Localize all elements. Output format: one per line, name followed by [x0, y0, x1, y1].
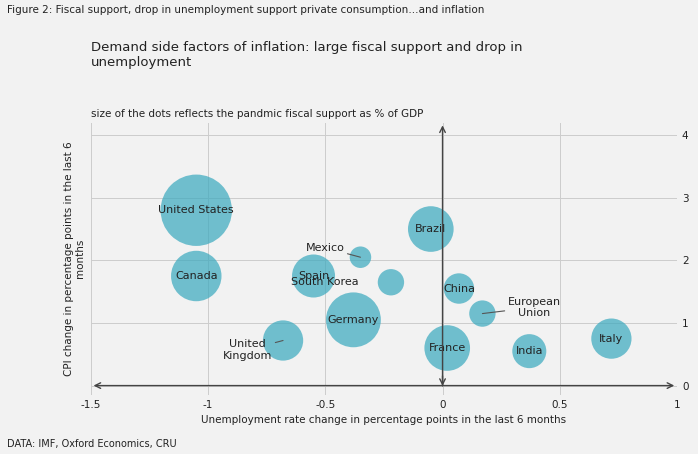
Point — [308, 272, 319, 280]
Point — [355, 254, 366, 261]
Text: India: India — [516, 346, 543, 356]
Text: South Korea: South Korea — [292, 277, 359, 287]
Point — [454, 285, 465, 292]
Text: European
Union: European Union — [482, 296, 560, 318]
Y-axis label: CPI change in percentage points in the last 6
months: CPI change in percentage points in the l… — [64, 142, 85, 376]
Point — [442, 345, 453, 352]
X-axis label: Unemployment rate change in percentage points in the last 6 months: Unemployment rate change in percentage p… — [201, 415, 567, 425]
Text: Italy: Italy — [600, 334, 623, 344]
Text: United
Kingdom: United Kingdom — [223, 339, 283, 360]
Point — [524, 347, 535, 355]
Point — [191, 272, 202, 280]
Text: Canada: Canada — [175, 271, 218, 281]
Text: Spain: Spain — [298, 271, 329, 281]
Point — [278, 337, 289, 344]
Text: Mexico: Mexico — [306, 243, 360, 257]
Text: France: France — [429, 343, 466, 353]
Text: Brazil: Brazil — [415, 224, 447, 234]
Text: DATA: IMF, Oxford Economics, CRU: DATA: IMF, Oxford Economics, CRU — [7, 439, 177, 449]
Text: China: China — [443, 284, 475, 294]
Text: size of the dots reflects the pandmic fiscal support as % of GDP: size of the dots reflects the pandmic fi… — [91, 109, 423, 119]
Point — [191, 207, 202, 214]
Text: Figure 2: Fiscal support, drop in unemployment support private consumption…and i: Figure 2: Fiscal support, drop in unempl… — [7, 5, 484, 15]
Point — [385, 279, 396, 286]
Point — [348, 316, 359, 323]
Text: Demand side factors of inflation: large fiscal support and drop in
unemployment: Demand side factors of inflation: large … — [91, 41, 522, 69]
Text: United States: United States — [158, 205, 234, 215]
Point — [425, 225, 436, 232]
Point — [477, 310, 488, 317]
Text: Germany: Germany — [328, 315, 379, 325]
Point — [606, 335, 617, 342]
